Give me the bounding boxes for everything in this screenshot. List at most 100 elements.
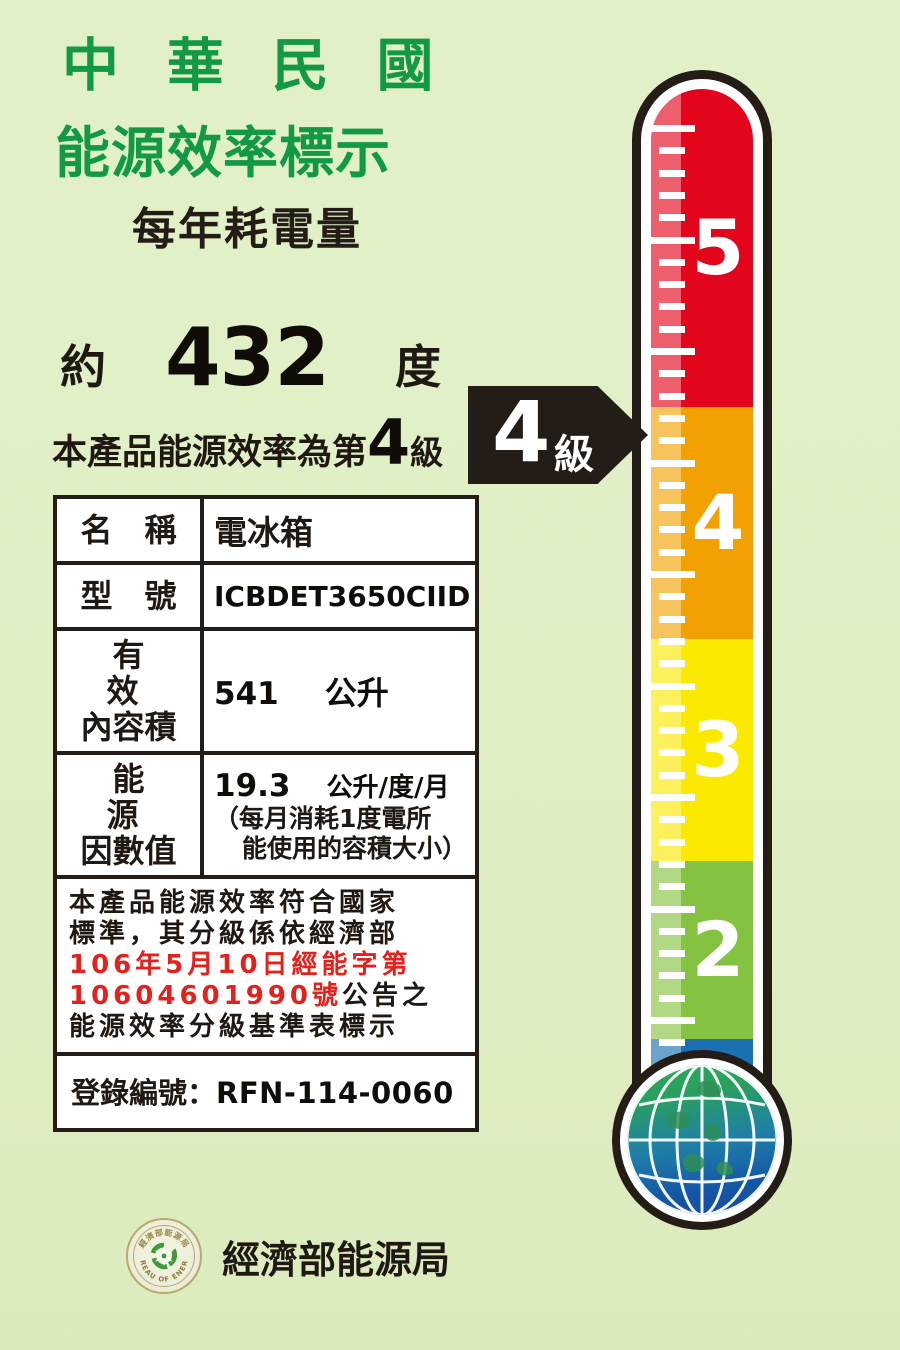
registration-row: 登錄編號：RFN-114-0060 bbox=[57, 1056, 464, 1128]
thermometer-tick-marks bbox=[651, 89, 753, 1100]
footer: 經濟部能源局 BUREAU OF ENERGY 經濟部能源局 bbox=[126, 1218, 450, 1294]
tick-minor bbox=[659, 325, 685, 333]
notice-line2: 標準，其分級係依經濟部 bbox=[69, 919, 400, 949]
energy-factor-note-line1: （每月消耗1度電所 bbox=[214, 803, 432, 833]
tick-minor bbox=[659, 526, 685, 534]
notice-line4-red: 10604601990號 bbox=[69, 981, 342, 1011]
tick-minor bbox=[659, 771, 685, 779]
tick-minor bbox=[659, 191, 685, 199]
tick-major bbox=[651, 459, 695, 467]
grade-badge-level: 級 bbox=[554, 432, 594, 478]
compliance-notice: 本產品能源效率符合國家 標準，其分級係依經濟部 106年5月10日經能字第 10… bbox=[57, 879, 442, 1052]
annual-kwh-value: 432 bbox=[165, 311, 330, 404]
tick-minor bbox=[659, 593, 685, 601]
about-label: 約 bbox=[60, 340, 106, 394]
energy-factor-note: （每月消耗1度電所 能使用的容積大小） bbox=[214, 804, 475, 864]
globe-bulb-icon bbox=[612, 1050, 792, 1230]
row-label-volume-bottom: 內容積 bbox=[80, 708, 177, 746]
row-label-energy-factor: 能 源 因數值 bbox=[57, 755, 204, 875]
bureau-of-energy-seal-icon: 經濟部能源局 BUREAU OF ENERGY bbox=[126, 1218, 202, 1294]
grade-statement-prefix: 本產品能源效率為第 bbox=[52, 433, 368, 473]
tick-minor bbox=[659, 660, 685, 668]
globe-grid-icon bbox=[627, 1065, 777, 1215]
row-label-volume-top: 有 效 bbox=[106, 636, 201, 710]
grade-badge: 4 級 bbox=[468, 386, 648, 484]
tick-major bbox=[651, 905, 695, 913]
tick-minor bbox=[659, 281, 685, 289]
thermometer-grade-number-5: 5 bbox=[691, 203, 745, 292]
row-label-ef-top: 能 源 bbox=[106, 760, 201, 834]
row-label-ef-bottom: 因數值 bbox=[80, 832, 177, 870]
tick-minor bbox=[659, 749, 685, 757]
notice-line3: 106年5月10日經能字第 bbox=[69, 950, 412, 980]
tick-minor bbox=[659, 303, 685, 311]
tick-minor bbox=[659, 258, 685, 266]
grade-statement-number: 4 bbox=[367, 406, 411, 479]
tick-minor bbox=[659, 370, 685, 378]
row-label-volume: 有 效 內容積 bbox=[57, 631, 204, 751]
tick-minor bbox=[659, 147, 685, 155]
energy-factor-note-line2: 能使用的容積大小） bbox=[242, 833, 468, 863]
thermometer-band-4: 4 bbox=[651, 407, 753, 639]
seal-artwork-icon: 經濟部能源局 BUREAU OF ENERGY bbox=[128, 1220, 190, 1284]
annual-consumption-label: 每年耗電量 bbox=[132, 204, 362, 255]
tick-major bbox=[651, 571, 695, 578]
volume-value: 541 bbox=[214, 676, 279, 712]
row-label-name: 名 稱 bbox=[57, 499, 204, 561]
tick-minor bbox=[659, 1039, 685, 1047]
page-title-line2: 能源效率標示 bbox=[55, 121, 392, 185]
table-row-registration: 登錄編號：RFN-114-0060 bbox=[57, 1056, 475, 1128]
table-row-notice: 本產品能源效率符合國家 標準，其分級係依經濟部 106年5月10日經能字第 10… bbox=[57, 879, 475, 1056]
tick-minor bbox=[659, 214, 685, 222]
thermometer-grade-number-3: 3 bbox=[691, 705, 745, 794]
annual-consumption-value-row: 約 432 度 bbox=[0, 311, 500, 404]
tick-major bbox=[651, 1017, 695, 1024]
notice-line4-rest: 公告之 bbox=[342, 981, 433, 1011]
tick-minor bbox=[659, 615, 685, 623]
volume-unit: 公升 bbox=[324, 674, 389, 712]
energy-factor-value: 19.3 bbox=[214, 767, 291, 804]
model-number-value: ICBDET3650CIID bbox=[214, 579, 471, 613]
tick-major bbox=[651, 794, 695, 801]
tick-minor bbox=[659, 950, 685, 958]
notice-line1: 本產品能源效率符合國家 bbox=[69, 888, 400, 918]
grade-badge-number: 4 bbox=[492, 383, 551, 481]
grade-statement: 本產品能源效率為第4級 bbox=[52, 412, 444, 475]
efficiency-thermometer: 54321 bbox=[612, 70, 792, 1230]
tick-minor bbox=[659, 994, 685, 1002]
table-row: 有 效 內容積 541 公升 bbox=[57, 631, 475, 755]
grade-statement-suffix: 級 bbox=[410, 433, 444, 472]
volume-row: 541 公升 bbox=[214, 668, 475, 714]
tick-minor bbox=[659, 437, 685, 445]
thermometer-grade-number-2: 2 bbox=[691, 905, 745, 994]
tick-minor bbox=[659, 637, 685, 645]
tick-minor bbox=[659, 883, 685, 891]
tick-minor bbox=[659, 392, 685, 400]
tick-major bbox=[651, 236, 695, 244]
page-title-line1: 中 華 民 國 bbox=[62, 33, 448, 99]
table-row: 能 源 因數值 19.3 公升/度/月 （每月消耗1度電所 能使用的容積大小） bbox=[57, 755, 475, 879]
registration-number: RFN-114-0060 bbox=[216, 1076, 454, 1110]
product-name-value: 電冰箱 bbox=[214, 513, 313, 552]
tick-minor bbox=[659, 169, 685, 177]
tick-major bbox=[651, 125, 695, 132]
band-highlight bbox=[651, 861, 681, 1039]
tick-minor bbox=[659, 927, 685, 935]
thermometer-grade-number-4: 4 bbox=[691, 478, 745, 567]
registration-label: 登錄編號： bbox=[71, 1076, 217, 1110]
notice-line4: 10604601990號公告之 bbox=[69, 981, 432, 1012]
left-panel: 中 華 民 國 能源效率標示 每年耗電量 約 432 度 本產品能源效率為第4級… bbox=[0, 33, 500, 1294]
tick-minor bbox=[659, 414, 685, 422]
tick-minor bbox=[659, 838, 685, 846]
tick-minor bbox=[659, 860, 685, 868]
row-label-model: 型 號 bbox=[57, 565, 204, 627]
tick-minor bbox=[659, 727, 685, 735]
energy-factor-row: 19.3 公升/度/月 bbox=[214, 767, 475, 804]
band-highlight bbox=[651, 407, 681, 639]
annual-kwh-unit: 度 bbox=[395, 340, 441, 394]
tick-major bbox=[651, 682, 695, 690]
spec-table: 名 稱 電冰箱 型 號 ICBDET3650CIID 有 效 內容積 5 bbox=[53, 495, 479, 1132]
energy-factor-unit: 公升/度/月 bbox=[326, 772, 450, 803]
table-row: 名 稱 電冰箱 bbox=[57, 499, 475, 565]
